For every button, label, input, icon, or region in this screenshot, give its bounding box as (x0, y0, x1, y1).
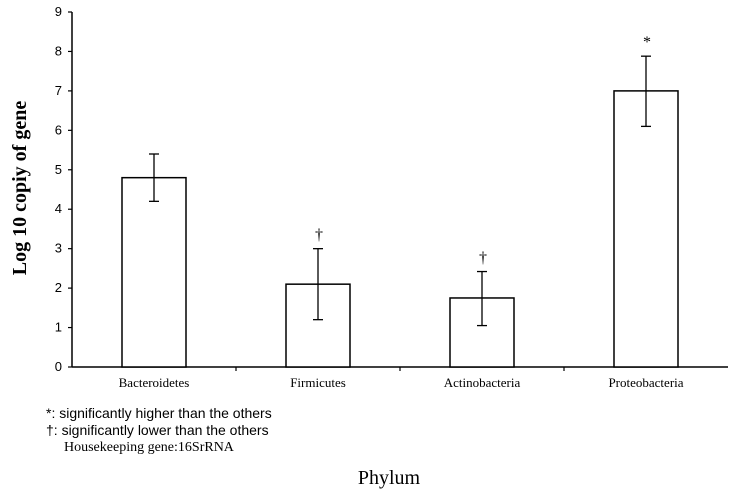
footnotes: *: significantly higher than the others … (46, 405, 272, 456)
x-tick-label: Bacteroidetes (119, 375, 190, 390)
y-axis: 0 1 2 3 4 5 6 7 8 9 (55, 4, 73, 374)
y-axis-label: Log 10 copiy of gene (9, 101, 31, 276)
y-tick-label: 3 (55, 241, 62, 256)
y-tick-label: 7 (55, 83, 62, 98)
y-tick-label: 0 (55, 359, 62, 374)
y-tick-label: 6 (55, 122, 62, 137)
significance-mark: † (315, 227, 323, 244)
bars: † † * (121, 34, 679, 368)
y-tick-label: 2 (55, 280, 62, 295)
x-axis-label: Phylum (358, 467, 421, 489)
significance-mark: * (643, 34, 651, 51)
x-tick-label: Firmicutes (290, 375, 346, 390)
x-tick-label: Actinobacteria (444, 375, 521, 390)
bar (613, 90, 679, 368)
note-higher: *: significantly higher than the others (46, 405, 272, 421)
note-housekeeping-gene: Housekeeping gene:16SrRNA (64, 440, 234, 455)
y-tick-label: 5 (55, 162, 62, 177)
y-tick-label: 1 (55, 320, 62, 335)
x-axis: Bacteroidetes Firmicutes Actinobacteria Pro… (72, 366, 728, 390)
bar (121, 176, 187, 368)
y-tick-label: 9 (55, 4, 62, 19)
y-tick-label: 4 (55, 201, 62, 216)
significance-mark: † (479, 250, 487, 267)
y-tick-label: 8 (55, 43, 62, 58)
x-tick-label: Proteobacteria (608, 375, 683, 390)
note-lower: †: significantly lower than the others (46, 422, 269, 438)
